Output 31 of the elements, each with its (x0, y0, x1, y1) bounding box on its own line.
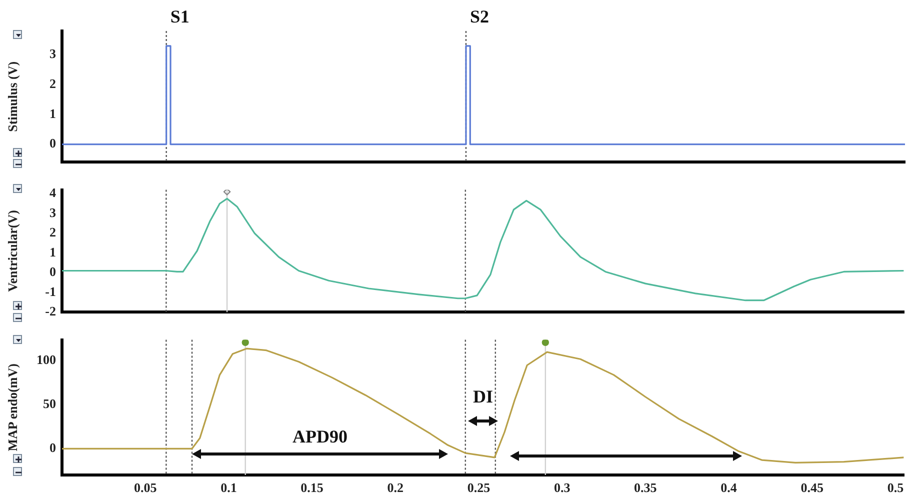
y-tick-label: -2 (45, 304, 56, 319)
x-tick-label: 0.35 (634, 480, 658, 494)
y-tick-label: 50 (43, 396, 56, 412)
y-tick-label: 1 (50, 106, 56, 121)
annotation: APD90 (292, 426, 348, 447)
x-tick-label: 0.5 (887, 480, 904, 494)
y-tick-label: 0 (50, 264, 56, 280)
x-tick-label: 0.1 (220, 480, 237, 494)
y-tick-label: -1 (45, 284, 56, 299)
y-tick-label: 2 (50, 76, 56, 92)
ref-line-label: S1 (170, 6, 190, 27)
x-tick-label: 0.25 (467, 480, 491, 494)
y-axis-title: Ventricular(V) (5, 210, 20, 292)
y-tick-label: 0 (50, 136, 56, 151)
x-tick-label: 0.4 (720, 480, 738, 494)
y-tick-label: 2 (50, 224, 56, 240)
y-tick-label: 0 (50, 440, 56, 456)
y-axis-title: Stimulus (V) (5, 61, 20, 132)
y-axis-title: MAP endo(mV) (5, 364, 20, 452)
x-tick-label: 0.05 (134, 480, 158, 494)
y-tick-label: 4 (50, 185, 56, 200)
y-tick-label: 3 (50, 204, 56, 220)
y-tick-label: 100 (36, 352, 56, 368)
y-tick-label: 3 (50, 46, 56, 62)
x-tick-label: 0.2 (387, 480, 404, 494)
x-tick-label: 0.15 (300, 480, 324, 494)
annotation: DI (472, 386, 494, 407)
x-tick-label: 0.3 (554, 480, 571, 494)
ref-line-label: S2 (470, 6, 489, 27)
x-tick-label: 0.45 (800, 480, 824, 494)
y-tick-label: 1 (50, 244, 56, 260)
